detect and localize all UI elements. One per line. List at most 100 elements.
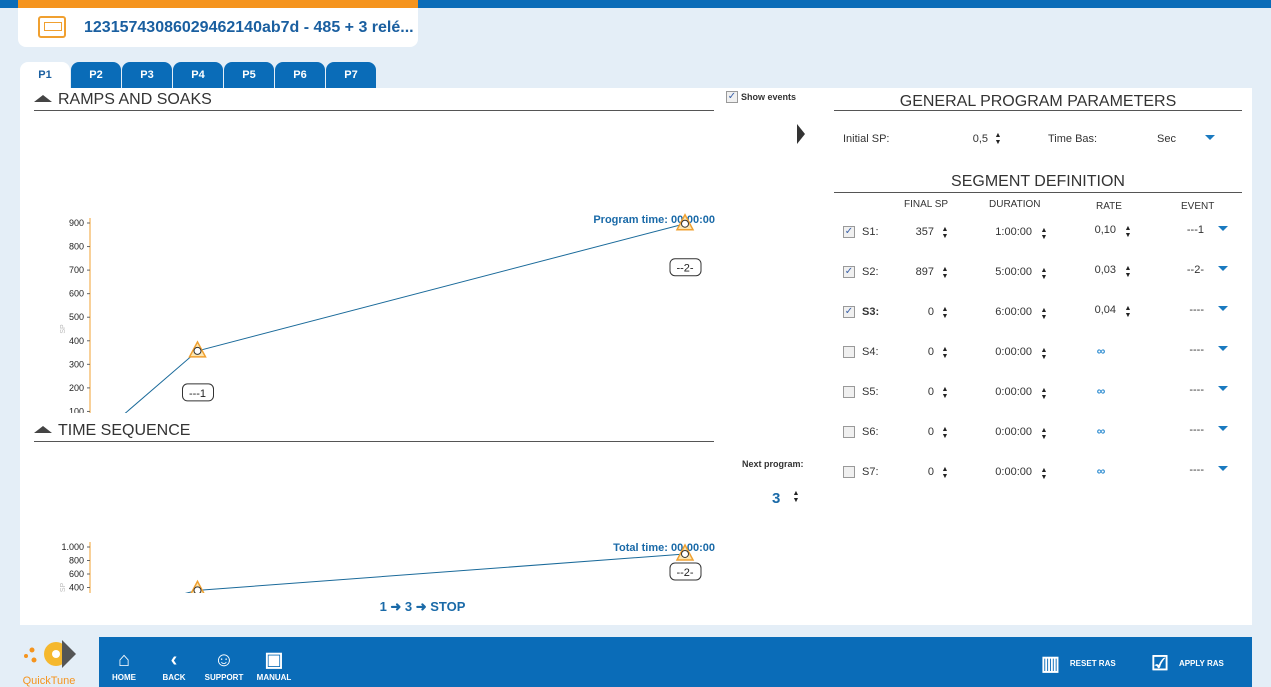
dropdown-arrow-icon[interactable]: [1218, 426, 1228, 431]
rate-spinner[interactable]: ▲ ▼: [1124, 265, 1132, 279]
back-button[interactable]: ‹ BACK: [159, 647, 189, 682]
tab-p3[interactable]: P3: [122, 62, 172, 88]
final-sp-spinner[interactable]: ▲ ▼: [941, 466, 949, 480]
ramps-header[interactable]: RAMPS AND SOAKS: [34, 91, 212, 109]
duration-spinner[interactable]: ▲ ▼: [1040, 427, 1048, 441]
initial-sp-value[interactable]: 0,5: [972, 133, 988, 145]
final-sp-spinner[interactable]: ▲ ▼: [941, 226, 949, 240]
manual-button[interactable]: ▣ MANUAL: [253, 647, 295, 682]
reset-ras-button[interactable]: ▥ RESET RAS: [1041, 651, 1116, 676]
final-sp-input[interactable]: 357: [915, 226, 934, 238]
y-axis-label: SP: [60, 324, 67, 334]
apply-ras-button[interactable]: ☑ APPLY RAS: [1151, 651, 1224, 676]
segment-enable-checkbox[interactable]: ✓: [843, 226, 855, 238]
event-select[interactable]: ----: [1189, 344, 1204, 356]
show-events-checkbox[interactable]: ✓: [726, 91, 738, 103]
segment-enable-checkbox[interactable]: ✓: [843, 266, 855, 278]
col-rate: RATE: [1096, 201, 1122, 212]
tab-p2[interactable]: P2: [71, 62, 121, 88]
final-sp-input[interactable]: 0: [927, 346, 934, 358]
y-tick-label: 600: [69, 569, 84, 579]
final-sp-input[interactable]: 0: [927, 426, 934, 438]
logo-text: QuickTune: [22, 675, 76, 687]
duration-spinner[interactable]: ▲ ▼: [1040, 267, 1048, 281]
event-select[interactable]: ---1: [1186, 224, 1204, 236]
final-sp-spinner[interactable]: ▲ ▼: [941, 306, 949, 320]
dropdown-arrow-icon[interactable]: [1218, 346, 1228, 351]
back-label: BACK: [162, 673, 186, 682]
duration-spinner[interactable]: ▲ ▼: [1040, 227, 1048, 241]
duration-input[interactable]: 0:00:00: [995, 346, 1032, 358]
rate-spinner[interactable]: ▲ ▼: [1124, 305, 1132, 319]
collapse-icon: [34, 426, 52, 433]
next-program-spinner[interactable]: ▲ ▼: [792, 490, 800, 504]
segment-enable-checkbox[interactable]: [843, 346, 855, 358]
program-time: Total time: 00:00:00: [613, 542, 715, 554]
duration-spinner[interactable]: ▲ ▼: [1040, 307, 1048, 321]
event-select[interactable]: ----: [1189, 464, 1204, 476]
tab-p7[interactable]: P7: [326, 62, 376, 88]
duration-spinner[interactable]: ▲ ▼: [1040, 347, 1048, 361]
final-sp-spinner[interactable]: ▲ ▼: [941, 266, 949, 280]
next-program-label: Next program:: [742, 459, 804, 469]
final-sp-spinner[interactable]: ▲ ▼: [941, 426, 949, 440]
tab-p5[interactable]: P5: [224, 62, 274, 88]
time-base-label: Time Bas:: [1048, 133, 1098, 145]
show-events-toggle[interactable]: ✓ Show events: [726, 91, 796, 103]
y-tick-label: 400: [69, 336, 84, 346]
final-sp-input[interactable]: 0: [927, 386, 934, 398]
dropdown-arrow-icon[interactable]: [1218, 466, 1228, 471]
tab-p1[interactable]: P1: [20, 62, 70, 88]
dropdown-arrow-icon[interactable]: [1205, 135, 1215, 140]
event-label-box: [669, 258, 702, 277]
dropdown-arrow-icon[interactable]: [1218, 226, 1228, 231]
divider: [834, 110, 1242, 111]
col-event: EVENT: [1181, 201, 1215, 212]
next-program-value[interactable]: 3: [772, 490, 781, 507]
final-sp-input[interactable]: 897: [915, 266, 934, 278]
duration-input[interactable]: 0:00:00: [995, 466, 1032, 478]
final-sp-spinner[interactable]: ▲ ▼: [941, 346, 949, 360]
dropdown-arrow-icon[interactable]: [1218, 266, 1228, 271]
timeseq-header[interactable]: TIME SEQUENCE: [34, 422, 190, 440]
duration-input[interactable]: 0:00:00: [995, 386, 1032, 398]
expand-arrow-icon[interactable]: [797, 124, 805, 144]
rate-value: ∞: [1096, 384, 1106, 398]
time-base-select[interactable]: Sec: [1157, 133, 1176, 145]
duration-spinner[interactable]: ▲ ▼: [1040, 387, 1048, 401]
initial-sp-label: Initial SP:: [843, 133, 890, 145]
home-button[interactable]: ⌂ HOME: [109, 647, 139, 682]
dropdown-arrow-icon[interactable]: [1218, 306, 1228, 311]
event-select[interactable]: --2-: [1186, 264, 1204, 276]
event-select[interactable]: ----: [1189, 384, 1204, 396]
final-sp-input[interactable]: 0: [927, 466, 934, 478]
y-tick-label: 900: [69, 218, 84, 228]
duration-input[interactable]: 5:00:00: [995, 266, 1032, 278]
support-button[interactable]: ☺ SUPPORT: [203, 647, 245, 682]
dropdown-arrow-icon[interactable]: [1218, 386, 1228, 391]
duration-input[interactable]: 1:00:00: [995, 226, 1032, 238]
segment-enable-checkbox[interactable]: ✓: [843, 306, 855, 318]
rate-value[interactable]: 0,03: [1094, 264, 1116, 276]
duration-input[interactable]: 6:00:00: [995, 306, 1032, 318]
y-tick-label: 800: [69, 242, 84, 252]
event-select[interactable]: ----: [1189, 424, 1204, 436]
tab-p4[interactable]: P4: [173, 62, 223, 88]
final-sp-input[interactable]: 0: [927, 306, 934, 318]
duration-spinner[interactable]: ▲ ▼: [1040, 467, 1048, 481]
segment-enable-checkbox[interactable]: [843, 466, 855, 478]
device-icon: [38, 16, 66, 38]
tab-p6[interactable]: P6: [275, 62, 325, 88]
initial-sp-spinner[interactable]: ▲ ▼: [994, 132, 1002, 146]
rate-spinner[interactable]: ▲ ▼: [1124, 225, 1132, 239]
segment-enable-checkbox[interactable]: [843, 426, 855, 438]
rate-value[interactable]: 0,10: [1094, 224, 1116, 236]
segment-label: S3:: [862, 306, 880, 318]
y-tick-label: 300: [69, 359, 84, 369]
event-select[interactable]: ----: [1189, 304, 1204, 316]
duration-input[interactable]: 0:00:00: [995, 426, 1032, 438]
final-sp-spinner[interactable]: ▲ ▼: [941, 386, 949, 400]
segment-label: S4:: [862, 346, 879, 358]
rate-value[interactable]: 0,04: [1094, 304, 1116, 316]
segment-enable-checkbox[interactable]: [843, 386, 855, 398]
